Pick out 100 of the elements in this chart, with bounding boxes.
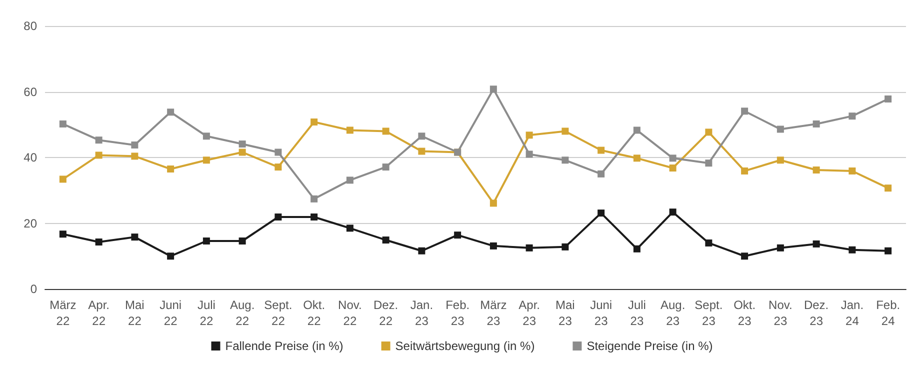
point <box>598 170 605 178</box>
point <box>418 247 426 254</box>
y-tick-label: 40 <box>24 150 38 164</box>
point <box>705 128 712 136</box>
point <box>776 156 784 164</box>
x-tick-label: Feb. 24 <box>876 298 900 328</box>
point <box>238 140 246 148</box>
point <box>776 126 784 133</box>
y-tick-label: 0 <box>30 282 38 296</box>
y-tick-label: 60 <box>24 84 38 99</box>
point <box>812 120 820 128</box>
point <box>202 132 210 140</box>
point <box>59 230 66 238</box>
point <box>59 176 66 183</box>
x-tick-label: Juni 22 <box>160 298 182 328</box>
point <box>598 210 605 217</box>
x-tick-label: Juli 23 <box>628 298 646 328</box>
point <box>884 247 892 254</box>
point <box>274 148 282 156</box>
x-tick-label: Juli 22 <box>197 298 216 328</box>
point <box>848 112 856 120</box>
point <box>705 239 712 246</box>
x-tick-label: Nov. 22 <box>338 298 362 328</box>
point <box>167 252 174 260</box>
x-tick-label: Apr. 22 <box>88 298 110 328</box>
point <box>526 132 533 139</box>
x-tick-label: Aug. 22 <box>230 298 255 328</box>
x-tick-label: Feb. 23 <box>446 298 470 328</box>
point <box>562 156 569 164</box>
point <box>131 142 138 149</box>
point <box>812 166 820 174</box>
point <box>669 208 676 216</box>
point <box>167 108 174 116</box>
point <box>346 126 354 134</box>
point <box>776 244 784 252</box>
point <box>202 156 210 164</box>
y-tick-label: 20 <box>24 216 38 230</box>
point <box>95 152 102 159</box>
y-tick-label: 80 <box>24 19 38 33</box>
x-tick-label: Juni 23 <box>590 298 612 328</box>
point <box>598 146 605 154</box>
x-tick-label: Aug. 23 <box>660 298 686 328</box>
point <box>382 236 390 244</box>
point <box>238 148 246 156</box>
x-tick-label: Sept. 23 <box>694 298 723 328</box>
point <box>131 152 138 160</box>
x-tick-label: Mai 22 <box>125 298 144 328</box>
point <box>490 200 497 207</box>
point <box>562 128 569 135</box>
point <box>490 242 497 250</box>
legend-label: Fallende Preise (in %) <box>225 339 344 353</box>
point <box>131 234 138 241</box>
point <box>238 238 246 245</box>
point <box>95 136 102 144</box>
point <box>705 160 712 167</box>
point <box>418 148 426 155</box>
point <box>741 108 748 115</box>
point <box>633 245 640 252</box>
point <box>741 167 748 174</box>
point <box>526 244 533 252</box>
point <box>562 243 569 250</box>
point <box>418 132 426 140</box>
point <box>310 214 318 221</box>
legend-label: Seitwärtsbewegung (in %) <box>395 339 535 353</box>
x-tick-label: März 22 <box>50 298 76 328</box>
point <box>202 238 210 245</box>
point <box>848 167 856 174</box>
point <box>633 154 640 162</box>
point <box>633 126 640 134</box>
point <box>669 154 676 162</box>
point <box>884 184 892 192</box>
point <box>167 166 174 173</box>
point <box>490 86 497 93</box>
point <box>346 176 354 184</box>
x-tick-label: Jan. 24 <box>840 298 864 328</box>
point <box>95 238 102 246</box>
point <box>274 164 282 171</box>
x-tick-label: Mai 23 <box>556 298 575 328</box>
point <box>382 128 390 135</box>
x-tick-label: Apr. 23 <box>518 298 540 328</box>
point <box>382 164 390 171</box>
point <box>346 224 354 232</box>
point <box>454 232 462 239</box>
x-tick-label: Okt. 22 <box>303 298 326 328</box>
x-tick-label: Sept. 22 <box>264 298 292 328</box>
point <box>848 246 856 254</box>
point <box>884 95 892 102</box>
x-tick-label: März 23 <box>480 298 507 328</box>
point <box>669 164 676 172</box>
x-tick-label: Nov. 23 <box>768 298 792 328</box>
x-tick-label: Okt. 23 <box>734 298 756 328</box>
x-tick-label: Jan. 23 <box>410 298 434 328</box>
legend-label: Steigende Preise (in %) <box>586 339 713 353</box>
point <box>274 214 282 221</box>
point <box>59 120 66 128</box>
point <box>741 252 748 260</box>
point <box>310 118 318 126</box>
point <box>812 240 820 248</box>
point <box>526 150 533 158</box>
point <box>310 195 318 202</box>
